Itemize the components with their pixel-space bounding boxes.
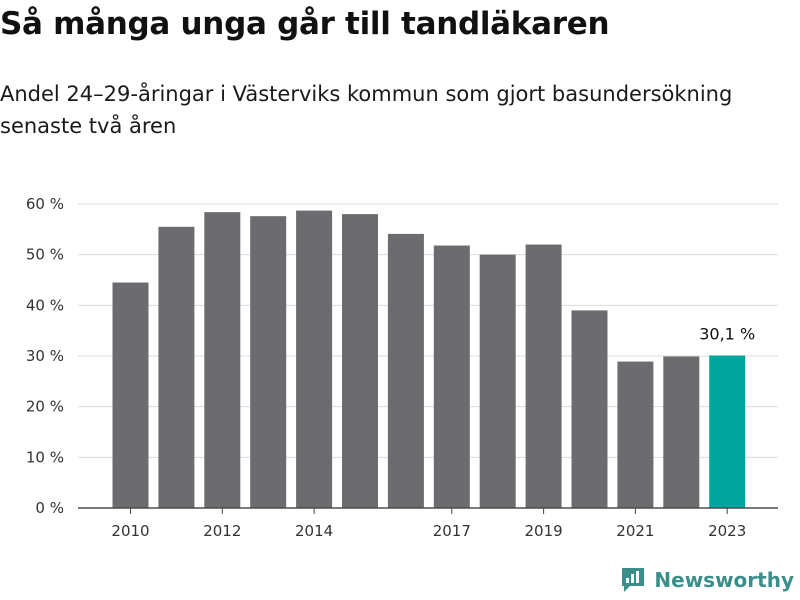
- y-tick-label: 30 %: [26, 347, 64, 365]
- y-tick-label: 0 %: [35, 499, 64, 517]
- bar: [479, 254, 516, 508]
- bar: [250, 216, 287, 508]
- bar: [571, 310, 608, 508]
- chart-subtitle: Andel 24–29-åringar i Västerviks kommun …: [0, 82, 733, 138]
- x-tick-label: 2021: [616, 522, 654, 540]
- x-tick-label: 2010: [111, 522, 149, 540]
- bar: [112, 282, 149, 508]
- newsworthy-logo-icon: [622, 568, 645, 592]
- bar: [204, 212, 241, 508]
- x-tick-label: 2017: [433, 522, 471, 540]
- x-tick-label: 2014: [295, 522, 333, 540]
- y-tick-label: 20 %: [26, 398, 64, 416]
- y-tick-label: 10 %: [26, 448, 64, 466]
- y-tick-label: 40 %: [26, 296, 64, 314]
- data-label: 30,1 %: [699, 324, 755, 343]
- y-tick-label: 60 %: [26, 195, 64, 213]
- bar-highlight: [709, 355, 746, 508]
- bar: [342, 214, 378, 508]
- x-tick-label: 2012: [203, 522, 241, 540]
- bar: [433, 245, 470, 508]
- x-tick-label: 2019: [525, 522, 563, 540]
- bar: [387, 233, 424, 509]
- bar: [158, 226, 195, 509]
- bar: [525, 244, 562, 509]
- bar: [296, 210, 333, 508]
- y-tick-label: 50 %: [26, 246, 64, 264]
- newsworthy-logo-text: Newsworthy: [654, 568, 794, 592]
- bar: [663, 356, 700, 508]
- bar: [617, 361, 654, 508]
- newsworthy-logo: Newsworthy: [620, 566, 794, 594]
- chart-title: Så många unga går till tandläkaren: [0, 6, 610, 42]
- x-tick-label: 2023: [708, 522, 746, 540]
